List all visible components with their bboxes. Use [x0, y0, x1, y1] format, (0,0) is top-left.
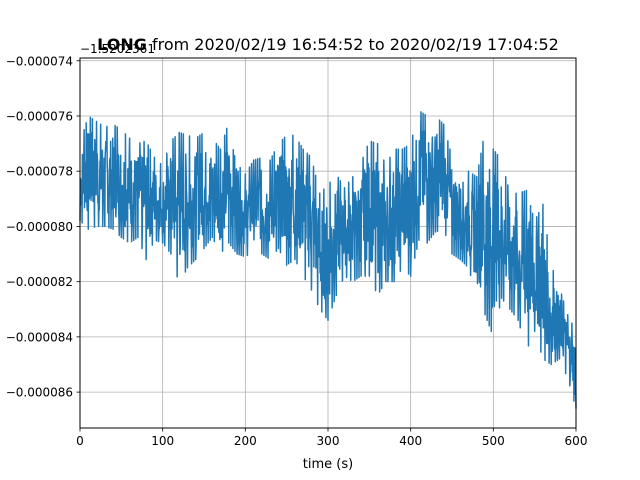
- y-offset-label: −1.5202361: [80, 42, 155, 56]
- y-tick-label: −0.000084: [6, 330, 73, 344]
- y-tick-label: −0.000076: [6, 109, 73, 123]
- x-axis: 0 100 200 300 400 500 600: [76, 428, 587, 448]
- y-tick-label: −0.000080: [6, 220, 73, 234]
- x-axis-label: time (s): [303, 457, 353, 472]
- y-tick-label: −0.000082: [6, 275, 73, 289]
- series-line: [79, 111, 577, 409]
- y-tick-label: −0.000078: [6, 165, 73, 179]
- y-tick-label: −0.000074: [6, 54, 73, 68]
- chart-title-bold: LONG: [97, 35, 147, 54]
- x-tick-label: 500: [482, 434, 505, 448]
- y-tick-label: −0.000086: [6, 386, 73, 400]
- chart-title: LONG from 2020/02/19 16:54:52 to 2020/02…: [97, 35, 559, 54]
- data-series: [79, 111, 577, 409]
- chart-title-rest: from 2020/02/19 16:54:52 to 2020/02/19 1…: [147, 35, 559, 54]
- y-axis: −0.000074 −0.000076 −0.000078 −0.000080 −0.0…: [6, 54, 80, 400]
- x-tick-label: 0: [76, 434, 84, 448]
- x-tick-label: 600: [565, 434, 588, 448]
- x-tick-label: 100: [151, 434, 174, 448]
- x-tick-label: 200: [234, 434, 257, 448]
- x-tick-label: 400: [399, 434, 422, 448]
- x-tick-label: 300: [317, 434, 340, 448]
